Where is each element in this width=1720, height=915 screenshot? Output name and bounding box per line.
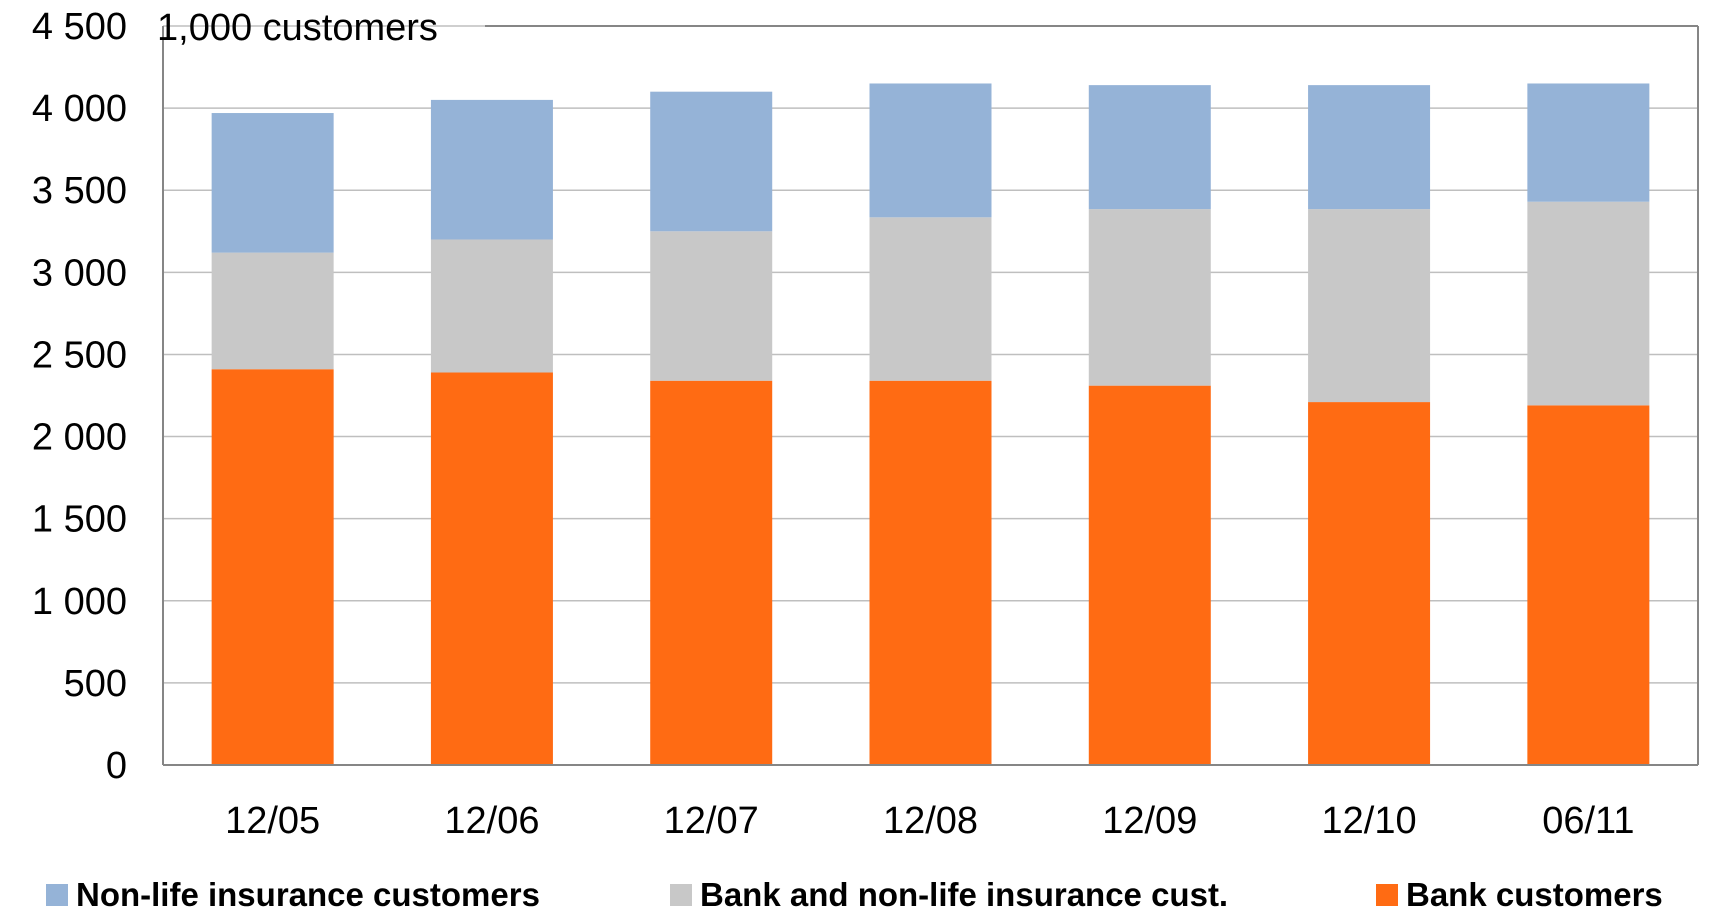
bar-segment-3-6 <box>1308 85 1431 210</box>
x-tick-label: 12/05 <box>225 800 320 842</box>
y-tick-label: 3 000 <box>32 252 127 294</box>
axes <box>162 25 1699 766</box>
y-axis-tick-labels: 0 500 1 000 1 500 2 000 2 500 3 000 3 500 4 000 4… <box>32 6 127 787</box>
y-tick-label: 4 500 <box>32 6 127 48</box>
legend-swatch-3 <box>1376 884 1398 906</box>
bar-segment-1-7 <box>1527 405 1650 765</box>
y-tick-label: 500 <box>64 663 127 705</box>
x-tick-label: 12/07 <box>664 800 759 842</box>
legend-label-1: Non-life insurance customers <box>76 876 540 913</box>
bar-segment-1-5 <box>1088 385 1211 765</box>
bar-segment-3-5 <box>1088 85 1211 210</box>
bar-segment-3-2 <box>430 99 553 240</box>
bar-segment-2-1 <box>211 252 334 370</box>
legend-label-3: Bank customers <box>1406 876 1663 913</box>
bar-segment-3-3 <box>650 91 773 232</box>
bar-segment-1-6 <box>1308 402 1431 765</box>
legend-swatch-2 <box>670 884 692 906</box>
y-tick-label: 0 <box>106 745 127 787</box>
bar-segment-2-6 <box>1308 209 1431 403</box>
y-tick-label: 2 500 <box>32 334 127 376</box>
y-tick-label: 1 000 <box>32 581 127 623</box>
bar-segment-2-2 <box>430 239 553 373</box>
bar-segment-3-1 <box>211 113 334 253</box>
x-tick-label: 06/11 <box>1542 800 1634 842</box>
bar-segment-3-7 <box>1527 83 1650 202</box>
y-tick-label: 4 000 <box>32 88 127 130</box>
bar-segment-2-3 <box>650 231 773 381</box>
bar-segment-1-3 <box>650 380 773 765</box>
legend-swatch-1 <box>46 884 68 906</box>
bar-segment-1-2 <box>430 372 553 765</box>
x-tick-label: 12/09 <box>1102 800 1197 842</box>
legend-label-2: Bank and non-life insurance cust. <box>700 876 1228 913</box>
y-tick-label: 1 500 <box>32 499 127 541</box>
legend: Non-life insurance customers Bank and non… <box>46 876 1663 913</box>
x-tick-label: 12/06 <box>444 800 539 842</box>
bar-segment-1-1 <box>211 369 334 765</box>
x-tick-label: 12/10 <box>1322 800 1417 842</box>
x-tick-label: 12/08 <box>883 800 978 842</box>
x-axis-tick-labels: 12/05 12/06 12/07 12/08 12/09 12/10 06/11 <box>225 800 1634 842</box>
bar-segment-2-4 <box>869 217 992 381</box>
bar-segment-1-4 <box>869 380 992 765</box>
bar-segment-2-7 <box>1527 201 1650 406</box>
bar-segment-2-5 <box>1088 209 1211 386</box>
y-tick-label: 2 000 <box>32 417 127 459</box>
y-tick-label: 3 500 <box>32 170 127 212</box>
bars <box>211 83 1650 765</box>
unit-label: 1,000 customers <box>157 7 438 49</box>
bar-segment-3-4 <box>869 83 992 218</box>
